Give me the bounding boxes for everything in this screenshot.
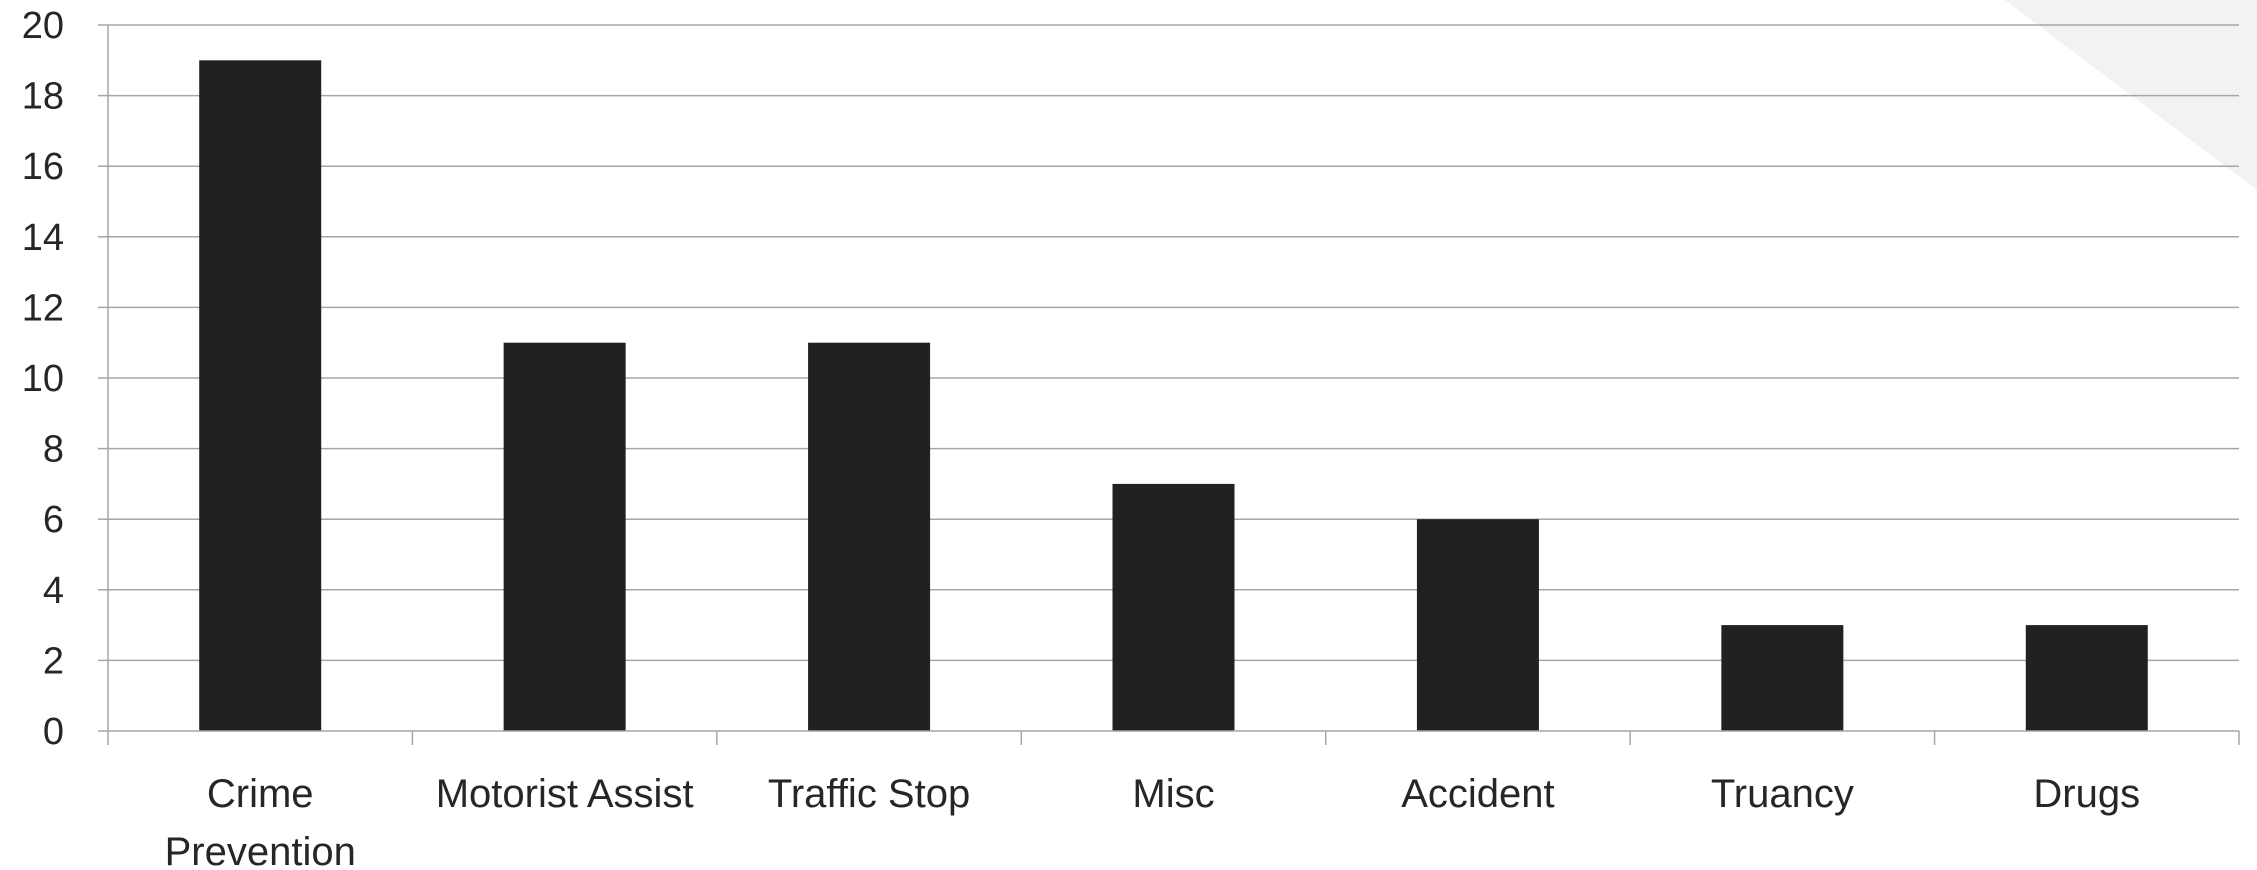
bar	[503, 342, 626, 731]
gridlines	[108, 24, 2239, 662]
x-category-label: Drugs	[2033, 772, 2140, 816]
y-tick-label: 12	[22, 287, 64, 329]
bar	[1416, 519, 1539, 731]
y-tick-label: 2	[43, 640, 64, 682]
y-tick-label: 10	[22, 358, 64, 400]
bar	[1721, 625, 1844, 731]
bar	[808, 342, 931, 731]
x-category-label: Truancy	[1711, 772, 1854, 816]
y-tick-label: 16	[22, 146, 64, 188]
bar	[2025, 625, 2148, 731]
axes	[98, 24, 2240, 745]
y-tick-label: 18	[22, 76, 64, 118]
y-tick-labels: 0 2 4 6 8 10 12 14 16 18 20	[22, 5, 64, 753]
bars	[199, 60, 2148, 732]
y-tick-label: 14	[22, 217, 64, 259]
y-tick-label: 20	[22, 5, 64, 47]
x-category-label: Crime	[207, 772, 314, 816]
bar	[1112, 483, 1235, 731]
x-category-label: Motorist Assist	[436, 772, 694, 816]
y-tick-label: 8	[43, 429, 64, 471]
x-category-label: Prevention	[165, 830, 356, 870]
y-tick-label: 4	[43, 570, 64, 612]
y-tick-label: 0	[43, 711, 64, 753]
bar	[199, 60, 322, 732]
x-category-label: Traffic Stop	[768, 772, 970, 816]
x-category-label: Accident	[1401, 772, 1554, 816]
x-category-labels: Crime Prevention Motorist Assist Traffic St…	[165, 772, 2141, 870]
y-tick-label: 6	[43, 499, 64, 541]
x-category-label: Misc	[1132, 772, 1214, 816]
